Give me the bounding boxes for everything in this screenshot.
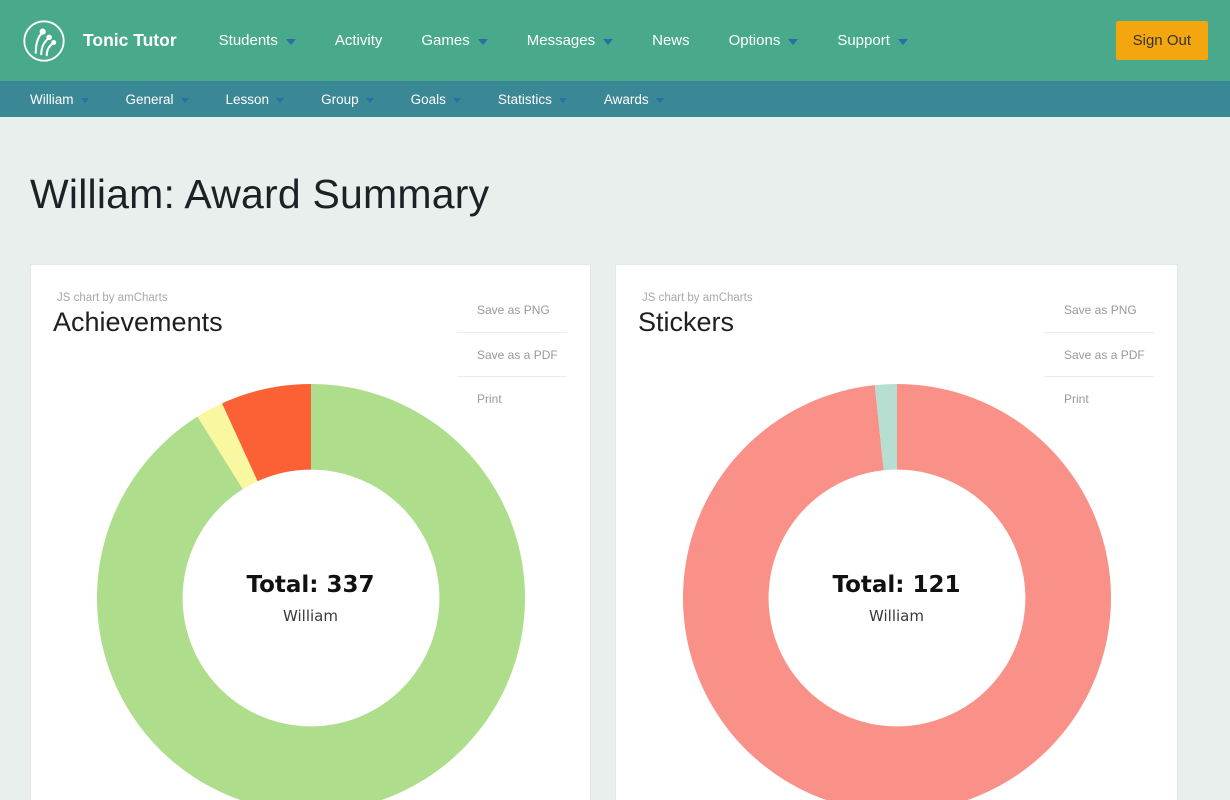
chart-title-achievements: Achievements [53, 307, 223, 337]
chevron-down-icon [655, 97, 664, 103]
top-navigation-bar: Tonic Tutor Students Activity Games Mess… [0, 0, 1230, 81]
save-as-pdf-button[interactable]: Save as a PDF [1044, 332, 1154, 376]
sub-nav-item-group[interactable]: Group [321, 92, 374, 107]
sub-nav-item-statistics[interactable]: Statistics [498, 92, 567, 107]
amcharts-attribution[interactable]: JS chart by amCharts [57, 292, 168, 304]
donut-slice[interactable] [221, 384, 311, 482]
donut-slice[interactable] [196, 403, 258, 490]
stickers-donut-chart: Total: 121 William [682, 383, 1112, 800]
chevron-down-icon [897, 38, 908, 45]
chevron-down-icon [477, 38, 488, 45]
top-nav-item-messages[interactable]: Messages [527, 32, 614, 49]
achievements-donut-chart: Total: 337 William [96, 383, 526, 800]
brand-name[interactable]: Tonic Tutor [83, 30, 177, 50]
top-nav-item-support[interactable]: Support [837, 32, 908, 49]
chevron-down-icon [80, 97, 89, 103]
donut-slice[interactable] [682, 384, 1111, 800]
chevron-down-icon [180, 97, 189, 103]
chevron-down-icon [365, 97, 374, 103]
sub-nav-item-general[interactable]: General [126, 92, 189, 107]
stickers-chart-card: JS chart by amCharts Stickers Save as PN… [615, 264, 1178, 800]
sign-out-button[interactable]: Sign Out [1115, 21, 1208, 60]
achievements-chart-card: JS chart by amCharts Achievements Save a… [30, 264, 591, 800]
sub-nav-menu: William General Lesson Group Goals Stati… [30, 92, 701, 107]
print-button[interactable]: Print [1044, 376, 1154, 420]
donut-slice[interactable] [874, 384, 897, 471]
chevron-down-icon [276, 97, 285, 103]
card-header: JS chart by amCharts Stickers [616, 265, 1177, 338]
sub-nav-item-lesson[interactable]: Lesson [226, 92, 285, 107]
chart-export-menu: Save as PNG Save as a PDF Print [457, 288, 567, 420]
save-as-png-button[interactable]: Save as PNG [477, 303, 550, 317]
top-nav-item-games[interactable]: Games [421, 32, 488, 49]
donut-svg [96, 384, 525, 800]
tonic-tutor-logo-icon[interactable] [22, 19, 66, 63]
page-title: William: Award Summary [30, 171, 490, 217]
chart-title-stickers: Stickers [638, 307, 735, 337]
top-nav-item-news[interactable]: News [652, 32, 690, 49]
save-as-png-button[interactable]: Save as PNG [1064, 303, 1137, 317]
sub-nav-item-awards[interactable]: Awards [604, 92, 664, 107]
top-nav-item-options[interactable]: Options [729, 32, 799, 49]
save-as-pdf-button[interactable]: Save as a PDF [457, 332, 567, 376]
donut-svg [682, 384, 1111, 800]
top-nav-item-students[interactable]: Students [219, 32, 296, 49]
card-header: JS chart by amCharts Achievements [31, 265, 590, 338]
sub-nav-item-goals[interactable]: Goals [411, 92, 461, 107]
chevron-down-icon [788, 38, 799, 45]
chevron-down-icon [285, 38, 296, 45]
donut-slice[interactable] [96, 384, 525, 800]
chevron-down-icon [452, 97, 461, 103]
top-nav-menu: Students Activity Games Messages News Op… [219, 32, 947, 49]
top-nav-item-activity[interactable]: Activity [334, 32, 383, 49]
student-sub-navigation-bar: William General Lesson Group Goals Stati… [0, 81, 1230, 117]
sub-nav-item-william[interactable]: William [30, 92, 89, 107]
print-button[interactable]: Print [457, 376, 567, 420]
main-content: William: Award Summary JS chart by amCha… [0, 171, 1230, 800]
chevron-down-icon [558, 97, 567, 103]
chart-export-menu: Save as PNG Save as a PDF Print [1044, 288, 1154, 420]
chart-cards-row: JS chart by amCharts Achievements Save a… [30, 264, 1200, 800]
amcharts-attribution[interactable]: JS chart by amCharts [642, 292, 753, 304]
chevron-down-icon [603, 38, 614, 45]
